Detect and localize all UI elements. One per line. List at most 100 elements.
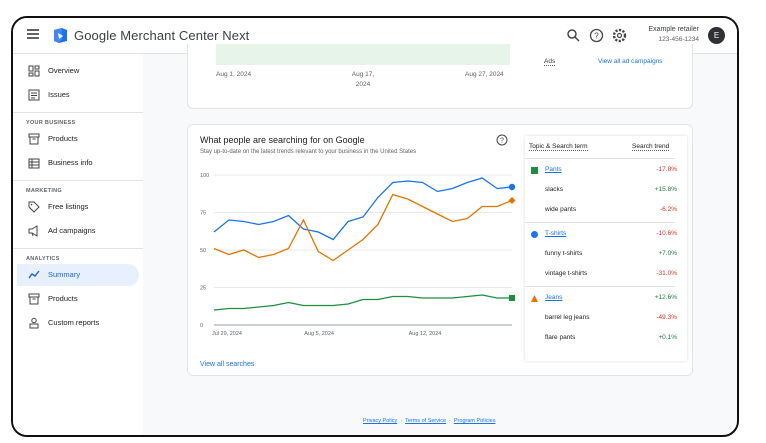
- view-all-ad-campaigns-link[interactable]: View all ad campaigns: [598, 58, 663, 65]
- term-row: funny t-shirts +7.0%: [525, 244, 687, 264]
- search-term: wide pants: [545, 206, 577, 213]
- trend-line-icon: [28, 270, 40, 279]
- sidebar-item-ad-campaigns[interactable]: Ad campaigns: [17, 220, 139, 242]
- svg-text:?: ?: [594, 32, 599, 41]
- search-term: funny t-shirts: [545, 250, 583, 257]
- sidebar-item-label: Summary: [48, 270, 81, 279]
- trend-value: +12.6%: [654, 294, 677, 301]
- trend-value: +0.1%: [658, 334, 677, 341]
- topic-link-pants[interactable]: Pants: [545, 166, 562, 173]
- x-tick-label: Aug 17, 2024: [351, 71, 375, 88]
- search-icon[interactable]: [565, 27, 582, 44]
- x-tick-label: Jul 29, 2024: [212, 331, 242, 337]
- series-line-t-shirts: [213, 177, 513, 241]
- sidebar-item-label: Business info: [48, 158, 93, 167]
- person-report-icon: [29, 317, 39, 329]
- x-tick-label: Aug 27, 2024: [465, 71, 504, 78]
- sidebar-item-overview[interactable]: Overview: [17, 60, 139, 82]
- account-switcher[interactable]: Example retailer 123-456-1234: [648, 25, 699, 45]
- term-row: vintage t-shirts -31.0%: [525, 264, 687, 284]
- sidebar-item-custom-reports[interactable]: Custom reports: [17, 312, 139, 334]
- triangle-marker-icon: [531, 295, 538, 302]
- help-icon[interactable]: ?: [496, 134, 508, 146]
- term-row: barrel leg jeans -49.3%: [525, 308, 687, 328]
- sidebar-item-label: Issues: [48, 90, 70, 99]
- settings-gear-icon[interactable]: [611, 27, 628, 44]
- sidebar-item-label: Overview: [48, 66, 80, 75]
- sidebar-item-issues[interactable]: Issues: [17, 84, 139, 106]
- card-subtitle: Stay up-to-date on the latest trends rel…: [200, 149, 417, 155]
- archive-box-icon: [28, 133, 40, 145]
- circle-marker-icon: [531, 231, 538, 238]
- svg-text:?: ?: [500, 138, 504, 145]
- divider: [13, 180, 143, 181]
- terms-of-service-link[interactable]: Terms of Service: [405, 418, 447, 424]
- footer-links: Privacy Policy · Terms of Service · Program …: [363, 418, 495, 424]
- sidebar-item-summary[interactable]: Summary: [17, 264, 139, 286]
- y-tick-label: 100: [200, 173, 209, 179]
- search-trend-chart: 0 25 50 75 100 Jul 29, 2024 Aug 5, 2024 Aug 12,…: [200, 173, 516, 337]
- separator: ·: [449, 418, 451, 424]
- trend-value: -17.8%: [656, 166, 677, 173]
- topic-row-pants: Pants -17.8%: [525, 160, 687, 180]
- square-marker-icon: [531, 167, 538, 174]
- sidebar-item-business-info[interactable]: Business info: [17, 152, 139, 174]
- x-tick-label: Aug 12, 2024: [409, 331, 442, 337]
- search-term: vintage t-shirts: [545, 270, 588, 277]
- series-end-marker: [508, 197, 516, 204]
- ad-campaigns-card: Aug 1, 2024 Aug 17, 2024 Aug 27, 2024 Ad…: [187, 44, 693, 109]
- chart-area-fill: [216, 44, 510, 65]
- term-row: slacks +15.8%: [525, 180, 687, 200]
- series-line-pants: [213, 294, 512, 311]
- help-icon[interactable]: ?: [588, 27, 605, 44]
- avatar[interactable]: E: [708, 27, 725, 44]
- divider: [13, 112, 143, 113]
- account-name: Example retailer: [648, 26, 699, 33]
- search-term: flare pants: [545, 334, 576, 341]
- section-header-analytics: ANALYTICS: [26, 256, 60, 262]
- sidebar-item-label: Free listings: [48, 202, 89, 211]
- term-row: wide pants -6.2%: [525, 200, 687, 220]
- series-end-marker: [508, 183, 516, 191]
- x-tick-label: Aug 5, 2024: [304, 331, 334, 337]
- section-header-marketing: MARKETING: [26, 188, 63, 194]
- trend-value: +15.8%: [654, 186, 677, 193]
- sidebar-item-label: Products: [48, 294, 78, 303]
- topic-link-t-shirts[interactable]: T-shirts: [545, 230, 567, 237]
- y-tick-label: 25: [200, 286, 206, 292]
- trend-value: -49.3%: [656, 314, 677, 321]
- search-trend-panel: Topic & Search term Search trend Pants -…: [525, 136, 687, 361]
- app-window: Google Merchant Center Next ? Example re…: [11, 16, 739, 437]
- trend-column-header: Search trend: [632, 143, 670, 151]
- sidebar-item-label: Custom reports: [48, 318, 100, 327]
- program-policies-link[interactable]: Program Policies: [453, 418, 496, 424]
- divider: [525, 286, 675, 287]
- sidebar-item-analytics-products[interactable]: Products: [17, 288, 139, 310]
- search-trends-card: What people are searching for on Google …: [187, 124, 693, 376]
- sidebar-item-products[interactable]: Products: [17, 128, 139, 150]
- archive-box-icon: [28, 293, 40, 305]
- sidebar-item-label: Products: [48, 134, 78, 143]
- y-tick-label: 75: [200, 211, 206, 217]
- search-term: barrel leg jeans: [545, 314, 590, 321]
- topic-row-jeans: Jeans +12.6%: [525, 288, 687, 308]
- section-header-your-business: YOUR BUSINESS: [26, 120, 76, 126]
- sidebar-item-label: Ad campaigns: [48, 226, 96, 235]
- privacy-policy-link[interactable]: Privacy Policy: [363, 418, 398, 424]
- trend-value: -31.0%: [656, 270, 677, 277]
- divider: [13, 248, 143, 249]
- trend-value: -6.2%: [660, 206, 677, 213]
- topic-row-t-shirts: T-shirts -10.6%: [525, 224, 687, 244]
- separator: ·: [400, 418, 403, 424]
- view-all-searches-link[interactable]: View all searches: [200, 361, 255, 368]
- topic-link-jeans[interactable]: Jeans: [545, 294, 563, 301]
- divider: [525, 222, 675, 223]
- series-line-jeans: [213, 193, 513, 262]
- hamburger-menu-icon[interactable]: [27, 29, 39, 41]
- y-tick-label: 0: [200, 323, 203, 329]
- sidebar-item-free-listings[interactable]: Free listings: [17, 196, 139, 218]
- account-id: 123-456-1234: [658, 36, 699, 43]
- app-title: Google Merchant Center Next: [74, 28, 250, 43]
- topic-column-header: Topic & Search term: [529, 143, 588, 151]
- sidebar: Overview Issues YOUR BUSINESS Products B…: [13, 54, 143, 435]
